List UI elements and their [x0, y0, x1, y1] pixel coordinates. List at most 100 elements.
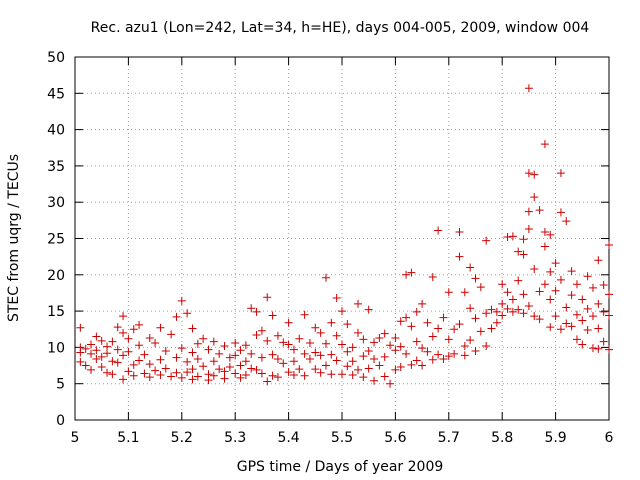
data-point	[284, 318, 293, 327]
data-point	[412, 337, 421, 346]
data-point	[380, 372, 389, 381]
data-point	[92, 355, 101, 364]
data-point	[252, 365, 261, 374]
data-point	[482, 341, 491, 350]
x-tick-label: 5.7	[438, 430, 460, 446]
data-point	[455, 320, 464, 329]
y-tick-label: 5	[56, 377, 65, 393]
data-point	[273, 331, 282, 340]
data-point	[92, 346, 101, 355]
data-point	[540, 227, 549, 236]
data-point	[567, 291, 576, 300]
data-point	[108, 370, 117, 379]
data-point	[321, 273, 330, 282]
data-point	[87, 340, 96, 349]
data-point	[530, 312, 539, 321]
data-point	[375, 333, 384, 342]
data-point	[391, 333, 400, 342]
data-point	[508, 232, 517, 241]
x-tick-label: 5.1	[117, 430, 139, 446]
data-point	[412, 307, 421, 316]
data-point	[161, 347, 170, 356]
data-point	[402, 313, 411, 322]
data-point	[87, 365, 96, 374]
data-point	[503, 304, 512, 313]
data-point	[370, 355, 379, 364]
data-point	[156, 370, 165, 379]
data-point	[113, 323, 122, 332]
data-point	[444, 335, 453, 344]
data-point	[519, 309, 528, 318]
data-point	[177, 373, 186, 382]
data-point	[119, 375, 128, 384]
data-point	[225, 363, 234, 372]
data-point	[466, 263, 475, 272]
data-point	[103, 349, 112, 358]
data-point	[364, 364, 373, 373]
data-point	[321, 361, 330, 370]
data-point	[359, 335, 368, 344]
data-point	[279, 359, 288, 368]
data-point	[562, 217, 571, 226]
x-tick-label: 5.6	[384, 430, 406, 446]
data-point	[482, 236, 491, 245]
data-point	[295, 334, 304, 343]
data-point	[327, 370, 336, 379]
data-point	[305, 355, 314, 364]
data-point	[129, 325, 138, 334]
x-tick-label: 5	[71, 430, 80, 446]
data-point	[188, 348, 197, 357]
data-point	[386, 379, 395, 388]
data-point	[546, 295, 555, 304]
data-point	[540, 280, 549, 289]
data-point	[300, 349, 309, 358]
data-point	[407, 360, 416, 369]
data-point	[514, 276, 523, 285]
data-point	[364, 347, 373, 356]
x-tick-label: 5.4	[277, 430, 299, 446]
data-point	[231, 339, 240, 348]
data-point	[247, 364, 256, 373]
data-point	[289, 357, 298, 366]
data-point	[354, 365, 363, 374]
data-point	[247, 304, 256, 313]
data-point	[423, 347, 432, 356]
data-point	[594, 344, 603, 353]
x-axis-label: GPS time / Days of year 2009	[237, 459, 444, 475]
data-point	[172, 312, 181, 321]
data-point	[535, 315, 544, 324]
data-point	[588, 312, 597, 321]
data-point	[284, 340, 293, 349]
data-point	[594, 256, 603, 265]
data-point	[546, 267, 555, 276]
data-point	[145, 333, 154, 342]
y-tick-labels: 0 5 10 15 20 25 30 35 40 45 50	[47, 50, 65, 429]
data-point	[332, 294, 341, 303]
y-tick-label: 45	[47, 86, 65, 102]
x-tick-label: 5.5	[331, 430, 353, 446]
data-point	[524, 207, 533, 216]
data-point	[599, 307, 608, 316]
data-point	[177, 344, 186, 353]
x-tick-label: 5.8	[491, 430, 513, 446]
data-point	[236, 346, 245, 355]
data-point	[316, 328, 325, 337]
data-point	[305, 339, 314, 348]
data-point	[396, 363, 405, 372]
data-point	[556, 275, 565, 284]
data-point	[129, 360, 138, 369]
data-point	[81, 361, 90, 370]
data-point	[503, 233, 512, 242]
data-point	[466, 304, 475, 313]
data-point	[396, 317, 405, 326]
data-point	[450, 325, 459, 334]
data-point	[514, 305, 523, 314]
data-point	[220, 374, 229, 383]
data-point	[338, 370, 346, 379]
data-point	[241, 370, 250, 379]
data-point	[204, 345, 213, 354]
data-point	[338, 340, 346, 349]
data-point	[402, 270, 411, 279]
data-point	[471, 347, 480, 356]
data-point	[471, 314, 480, 323]
